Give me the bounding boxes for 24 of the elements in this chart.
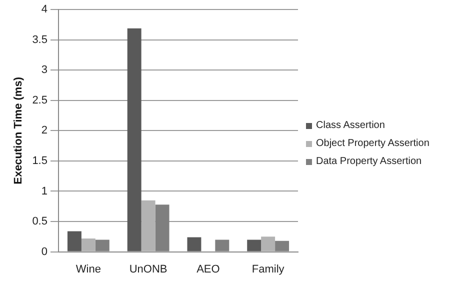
bar	[127, 28, 142, 252]
legend-label: Class Assertion	[316, 120, 385, 131]
bar	[81, 238, 96, 252]
y-tick-label: 4	[41, 4, 48, 16]
y-tick-label: 2	[41, 124, 48, 137]
y-tick-label: 2.5	[32, 94, 48, 106]
y-tick-label: 3.5	[32, 34, 48, 46]
legend-label: Data Property Assertion	[316, 156, 422, 167]
bar	[247, 240, 262, 252]
legend-label: Object Property Assertion	[316, 138, 430, 149]
y-tick-label: 3	[41, 64, 48, 76]
y-tick-label: 0	[41, 246, 48, 258]
x-tick-label: AEO	[196, 263, 220, 276]
bar	[67, 231, 82, 252]
y-tick-label: 0.5	[32, 216, 48, 228]
bar	[141, 200, 156, 252]
bar	[187, 237, 202, 252]
y-axis-title: Execution Time (ms)	[12, 76, 25, 184]
y-tick-label: 1	[41, 185, 48, 198]
bar	[261, 236, 276, 252]
x-tick-label: Wine	[76, 263, 101, 276]
x-tick-label: Family	[252, 263, 285, 276]
x-tick-label: UnONB	[129, 263, 168, 276]
y-tick-label: 1.5	[32, 155, 48, 168]
